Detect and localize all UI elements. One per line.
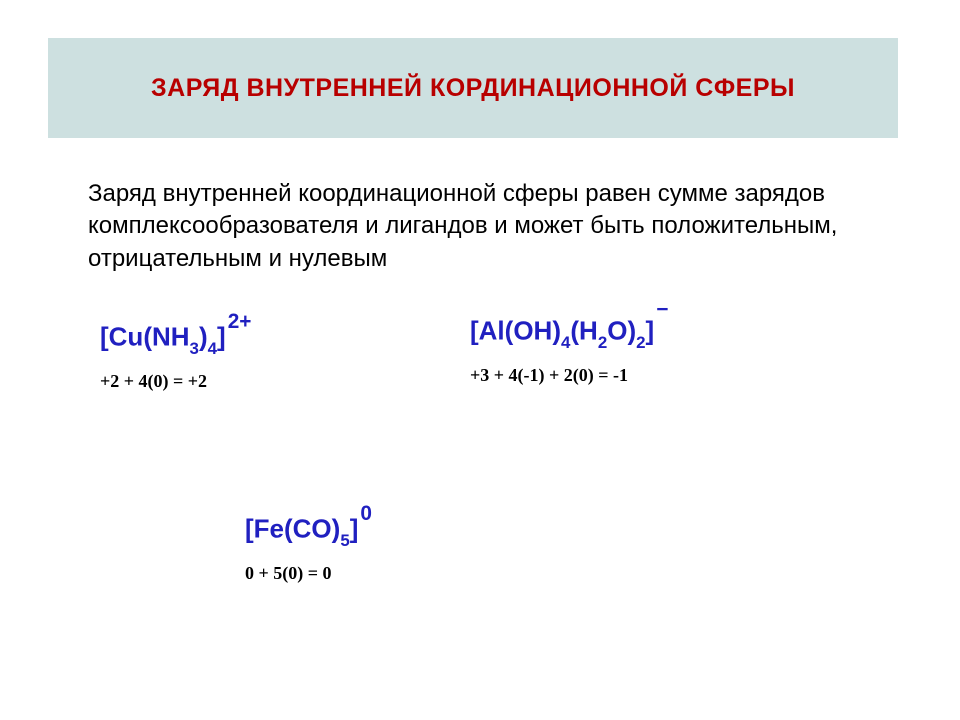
- f3-part: ]: [350, 514, 359, 544]
- f2-part: (H: [570, 316, 597, 346]
- formula-block-3: [Fe(CO)5]0 0 + 5(0) = 0: [245, 510, 372, 584]
- f1-sub: 3: [190, 339, 199, 358]
- f2-sub: 2: [636, 333, 645, 352]
- f2-sub: 2: [598, 333, 607, 352]
- f3-sub: 5: [340, 531, 349, 550]
- f2-charge: −: [656, 298, 668, 321]
- f1-sub: 4: [208, 339, 217, 358]
- chem-formula-1: [Cu(NH3)4]2+: [100, 318, 251, 357]
- f1-part: ]: [217, 322, 226, 352]
- chem-formula-3: [Fe(CO)5]0: [245, 510, 372, 549]
- page-title: ЗАРЯД ВНУТРЕННЕЙ КОРДИНАЦИОННОЙ СФЕРЫ: [151, 74, 795, 103]
- formula-block-1: [Cu(NH3)4]2+ +2 + 4(0) = +2: [100, 318, 251, 392]
- title-banner: ЗАРЯД ВНУТРЕННЕЙ КОРДИНАЦИОННОЙ СФЕРЫ: [48, 38, 898, 138]
- f2-part: [Al(OH): [470, 316, 561, 346]
- f3-charge: 0: [360, 502, 372, 525]
- calc-2: +3 + 4(-1) + 2(0) = -1: [470, 365, 628, 386]
- f2-part: ]: [646, 316, 655, 346]
- f1-part: ): [199, 322, 208, 352]
- formula-block-2: [Al(OH)4(H2O)2]− +3 + 4(-1) + 2(0) = -1: [470, 312, 668, 386]
- f1-part: [Cu(NH: [100, 322, 190, 352]
- chem-formula-2: [Al(OH)4(H2O)2]−: [470, 312, 668, 351]
- f3-part: [Fe(CO): [245, 514, 340, 544]
- calc-1: +2 + 4(0) = +2: [100, 371, 207, 392]
- f1-charge: 2+: [228, 310, 252, 333]
- calc-3: 0 + 5(0) = 0: [245, 563, 332, 584]
- description-paragraph: Заряд внутренней координационной сферы р…: [88, 178, 858, 275]
- f2-part: O): [607, 316, 636, 346]
- f2-sub: 4: [561, 333, 570, 352]
